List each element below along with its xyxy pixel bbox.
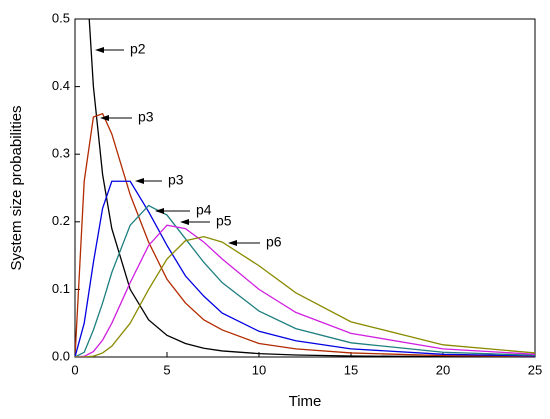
y-tick-label: 0.0 xyxy=(52,348,70,363)
series-line xyxy=(75,180,535,357)
y-axis-label: System size probabilities xyxy=(8,105,25,270)
series-line xyxy=(88,19,535,357)
annotation-label: p3 xyxy=(168,172,184,188)
series-line xyxy=(75,204,535,357)
annotation-label: p2 xyxy=(130,41,146,57)
x-tick-label: 15 xyxy=(344,362,358,377)
annotation-label: p5 xyxy=(216,213,232,229)
annotation-label: p6 xyxy=(266,234,282,250)
y-tick-label: 0.1 xyxy=(52,281,70,296)
arrow-head xyxy=(180,219,189,225)
series-line xyxy=(75,224,535,357)
arrow-head xyxy=(135,178,144,184)
y-tick-label: 0.5 xyxy=(52,10,70,25)
arrow-head xyxy=(228,240,237,246)
x-tick-label: 5 xyxy=(163,362,170,377)
series-line xyxy=(75,236,535,357)
annotation-label: p3 xyxy=(138,109,154,125)
series-line xyxy=(75,112,535,357)
x-tick-label: 0 xyxy=(71,362,78,377)
x-tick-label: 25 xyxy=(528,362,542,377)
annotation-label: p4 xyxy=(196,202,212,218)
x-axis-label: Time xyxy=(289,393,322,410)
x-tick-label: 20 xyxy=(436,362,450,377)
y-tick-label: 0.4 xyxy=(52,78,70,93)
arrow-head xyxy=(155,208,164,214)
plot-frame xyxy=(74,18,536,358)
x-tick-label: 10 xyxy=(252,362,266,377)
arrow-head xyxy=(95,47,104,53)
y-tick-label: 0.3 xyxy=(52,146,70,161)
y-tick-label: 0.2 xyxy=(52,213,70,228)
arrow-head xyxy=(100,115,109,121)
